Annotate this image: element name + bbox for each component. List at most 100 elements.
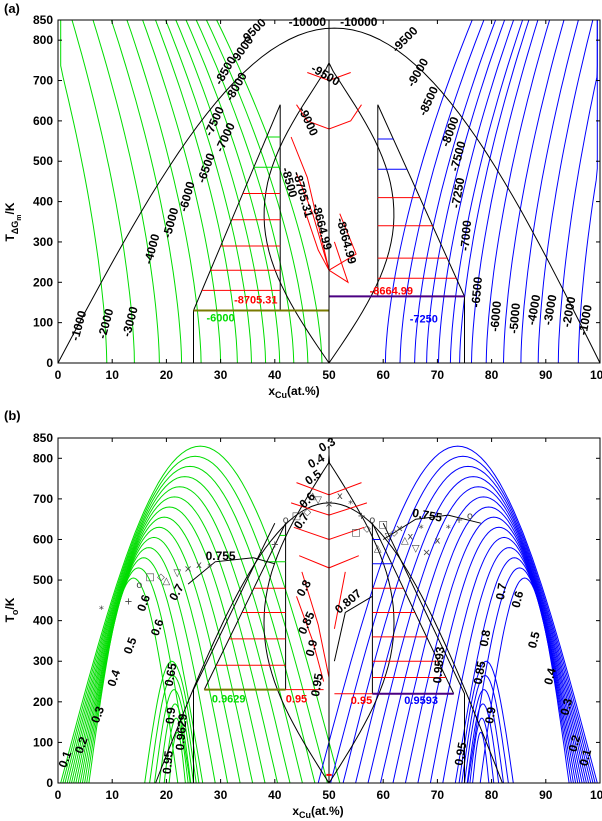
blue-contour-line xyxy=(485,19,551,364)
lens-left-boundary xyxy=(263,446,330,784)
experimental-marker: ◇ xyxy=(303,507,311,518)
blue-inner-contour xyxy=(464,689,504,784)
contour-label: -8664.99 xyxy=(309,202,335,252)
value-label: -7250 xyxy=(410,314,438,326)
contour-label: -7000 xyxy=(458,219,475,251)
0807-curve xyxy=(333,595,373,662)
y-tick-label: 700 xyxy=(33,74,53,88)
panel-a-x-axis-label: xCu(at.%) xyxy=(268,384,319,400)
green-contour-line xyxy=(79,536,229,784)
green-inner-contour xyxy=(168,731,186,784)
green-contour-line xyxy=(62,455,328,784)
red-lens-contour xyxy=(333,571,346,629)
contour-label: -6500 xyxy=(194,151,218,185)
experimental-marker: × xyxy=(395,523,403,534)
blue-contour-line xyxy=(520,19,579,364)
value-label: -8705.31 xyxy=(234,294,277,306)
experimental-marker: o xyxy=(136,580,142,591)
blue-contour-line xyxy=(392,506,585,784)
x-tick-label: 80 xyxy=(485,368,499,382)
blue-contour-line xyxy=(355,476,592,784)
y-tick-label: 400 xyxy=(33,614,53,628)
lens-right-boundary xyxy=(328,20,395,364)
contour-label: 0.85 xyxy=(471,660,489,686)
panel-b-letter: (b) xyxy=(4,408,21,423)
green-contour-line xyxy=(110,19,183,364)
y-tick-label: 850 xyxy=(33,13,53,27)
experimental-marker: □ xyxy=(351,527,360,538)
y-tick-label: 850 xyxy=(33,431,53,445)
contour-label: -5000 xyxy=(506,302,523,334)
blue-inner-contour xyxy=(466,703,500,784)
blue-contour-line xyxy=(442,547,577,784)
value-label: 0.95 xyxy=(351,695,372,707)
experimental-marker: + xyxy=(455,515,463,526)
green-inner-contour xyxy=(154,689,194,784)
y-tick-label: 700 xyxy=(33,492,53,506)
panel-a-letter: (a) xyxy=(4,1,20,16)
panel-b-experimental-markers: *+o□ ◇△▽ × x *+o □ ◇△▽ ×x*+ o □◇△▽ ×x*+ o□ ◇△▽×x* xyxy=(99,491,473,616)
0755-curve-left xyxy=(187,557,275,585)
panel-a-y-ticks: 0 100 200 300 400 500 600 700 800 850 xyxy=(33,13,600,370)
contour-label: -6000 xyxy=(487,300,504,332)
value-label: -8664.99 xyxy=(370,285,413,297)
y-tick-label: 600 xyxy=(33,532,53,546)
contour-label: -6500 xyxy=(468,276,485,308)
y-tick-label: 100 xyxy=(33,316,53,330)
contour-label: -7250 xyxy=(448,176,467,209)
x-tick-label: 10 xyxy=(106,368,120,382)
contour-label: 0.5 xyxy=(121,635,140,656)
blue-inner-contour xyxy=(461,674,509,784)
blue-contour-line xyxy=(429,536,579,784)
contour-label: 0.2 xyxy=(566,733,584,753)
contour-label: -9000 xyxy=(404,55,432,89)
right-two-phase-boundary xyxy=(382,522,465,783)
x-tick-label: 70 xyxy=(431,368,445,382)
blue-contour-line xyxy=(414,19,497,364)
contour-label: -10000 xyxy=(340,15,378,29)
contour-label: -2000 xyxy=(95,307,117,341)
x-tick-label: 100 xyxy=(590,368,602,382)
value-label: 0.9629 xyxy=(212,694,246,706)
green-contour-line xyxy=(73,506,266,784)
experimental-marker: * xyxy=(419,523,424,534)
y-tick-label: 800 xyxy=(33,451,53,465)
contour-label: -10000 xyxy=(289,15,327,29)
blue-contour-line xyxy=(438,19,515,364)
contour-label: 0.6 xyxy=(134,592,153,613)
contour-label: 0.9 xyxy=(303,638,321,658)
panel-a: (a) -1000 -2000 -3000-4000-5000-6000-6500-… xyxy=(3,1,602,400)
contour-label: 0.755 xyxy=(411,506,443,525)
y-tick-label: 400 xyxy=(33,195,53,209)
contour-label: -6000 xyxy=(176,180,198,214)
contour-label: -1000 xyxy=(576,303,595,336)
contour-label: 0.95 xyxy=(308,672,326,698)
experimental-marker: ◇ xyxy=(157,572,165,583)
outer-boundary-curve xyxy=(57,27,601,364)
experimental-marker: △ xyxy=(374,544,382,555)
contour-label: -3000 xyxy=(540,293,559,326)
green-contour-line xyxy=(71,496,278,784)
y-tick-label: 600 xyxy=(33,114,53,128)
red-lens-contour xyxy=(296,173,330,271)
panel-b: (b) *+o□ ◇△▽ × x *+o □ ◇△▽ ×x*+ o □◇△▽ ×x*+ o□ ◇△▽×x… xyxy=(3,408,602,820)
contour-label: 0.9 xyxy=(482,706,499,725)
green-contour-line xyxy=(205,19,309,364)
green-contour-line xyxy=(68,486,291,784)
blue-contour-line xyxy=(384,19,473,364)
green-contour-line xyxy=(142,19,222,364)
experimental-marker: + xyxy=(271,540,279,551)
experimental-marker: ◇ xyxy=(390,527,398,538)
contour-label: -1000 xyxy=(68,309,90,343)
contour-label: 0.95 xyxy=(160,750,176,775)
experimental-marker: × xyxy=(422,548,430,559)
green-contour-line xyxy=(77,526,241,784)
x-tick-label: 20 xyxy=(160,368,174,382)
blue-inner-contour xyxy=(472,731,490,784)
x-tick-label: 20 xyxy=(160,788,174,802)
experimental-marker: □ xyxy=(378,519,387,530)
green-contour-line xyxy=(64,465,316,784)
green-contour-line xyxy=(126,19,202,364)
blue-contour-line xyxy=(399,19,485,364)
experimental-marker: x xyxy=(434,536,440,547)
